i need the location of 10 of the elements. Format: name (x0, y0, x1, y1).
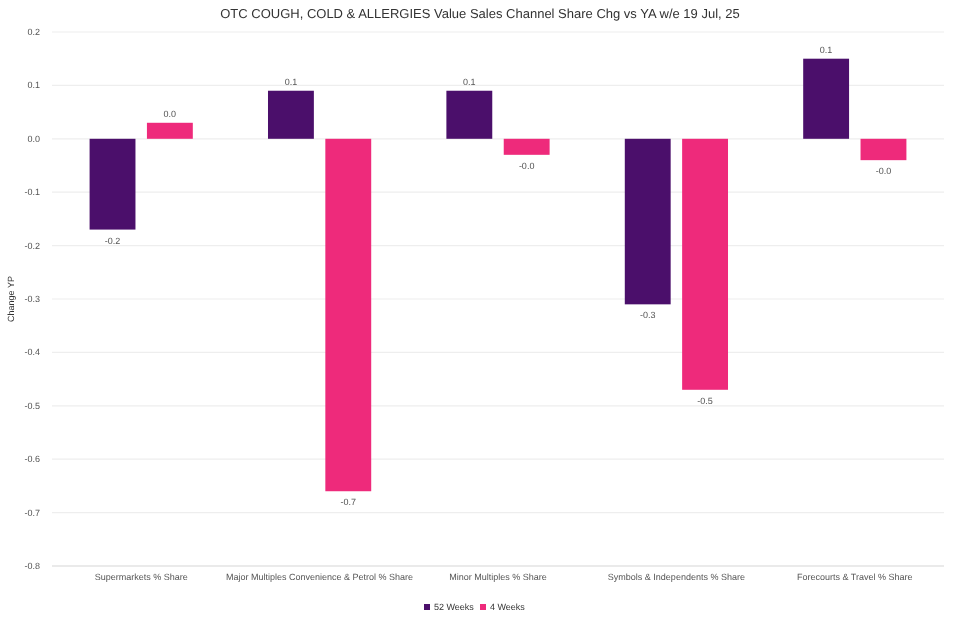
bar (325, 138, 372, 492)
bar (803, 58, 850, 139)
bar (89, 138, 136, 230)
bar (682, 138, 729, 390)
bar (446, 90, 493, 139)
bar (146, 122, 193, 139)
bar (860, 138, 907, 161)
bar (624, 138, 671, 305)
bar (267, 90, 314, 139)
bar (503, 138, 550, 155)
